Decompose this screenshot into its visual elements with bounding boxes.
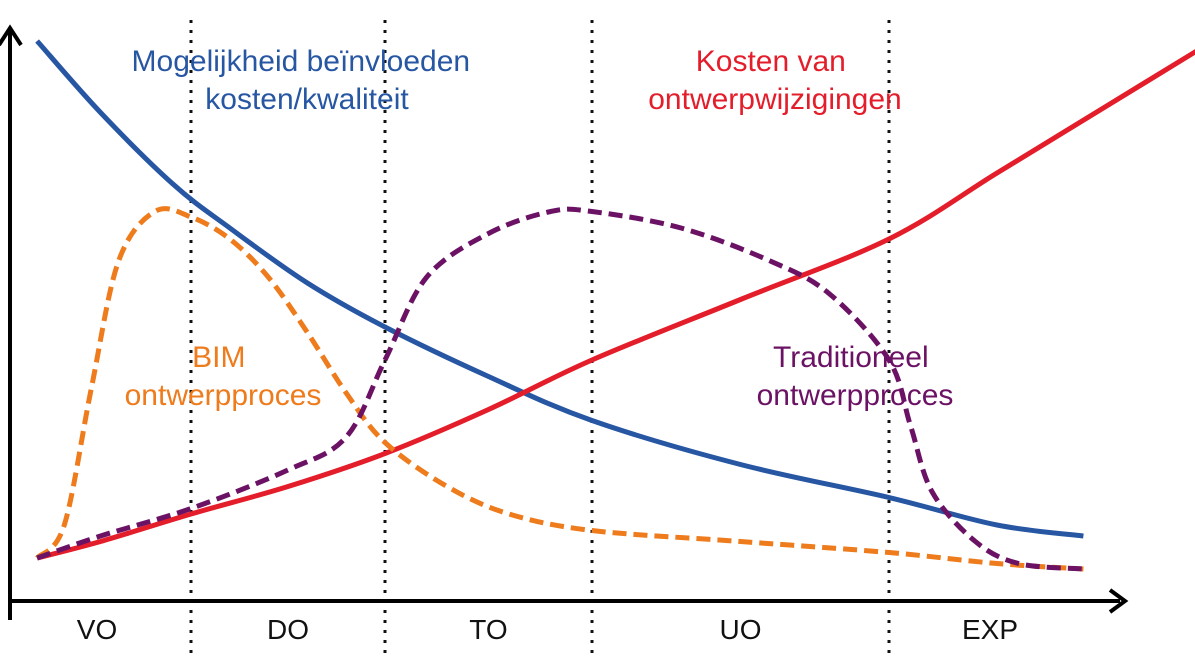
label-purple-line1: Traditioneel <box>773 341 929 374</box>
label-blue: Mogelijkheid beïnvloeden kosten/kwalitei… <box>132 45 479 116</box>
label-purple-line2: ontwerpproces <box>757 379 954 412</box>
label-blue-line1: Mogelijkheid beïnvloeden <box>132 45 471 78</box>
label-orange-line1: BIM <box>192 341 245 374</box>
label-orange: BIM ontwerpproces <box>125 341 322 412</box>
phase-label: TO <box>469 614 507 645</box>
phase-label: UO <box>720 614 762 645</box>
series-layer <box>35 39 1195 572</box>
phase-label: DO <box>267 614 309 645</box>
label-blue-line2: kosten/kwaliteit <box>205 83 409 116</box>
y-axis-arrowhead <box>0 24 23 47</box>
series-line-orange <box>35 206 1084 572</box>
axes <box>0 24 1129 620</box>
series-line-blue <box>35 39 1084 539</box>
series-line-red <box>36 49 1195 561</box>
label-purple: Traditioneel ontwerpproces <box>757 341 954 412</box>
x-axis-arrowhead <box>1108 588 1129 614</box>
label-red: Kosten van ontwerpwijzigingen <box>648 45 901 116</box>
phase-label: VO <box>77 614 117 645</box>
label-red-line1: Kosten van <box>696 45 846 78</box>
label-orange-line2: ontwerpproces <box>125 379 322 412</box>
label-red-line2: ontwerpwijzigingen <box>648 83 901 116</box>
series-line-purple <box>36 206 1084 572</box>
phase-labels: VO DO TO UO EXP <box>77 614 1018 645</box>
phase-label: EXP <box>962 614 1018 645</box>
